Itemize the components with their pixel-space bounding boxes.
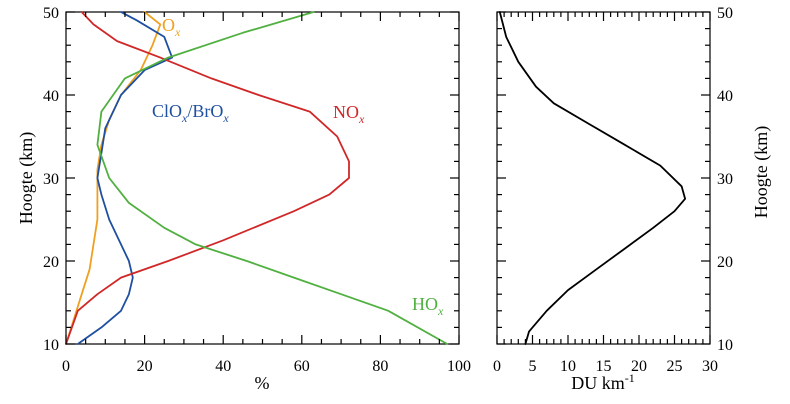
label-ox-sub: x [174, 25, 181, 39]
right-y-axis-title: Hoogte (km) [751, 126, 772, 218]
label-hox-main: HO [412, 294, 438, 314]
right-y-tick-label: 10 [717, 337, 733, 354]
left-x-tick-label: 60 [294, 358, 310, 375]
right-x-axis-title-sup: -1 [625, 371, 635, 385]
left-ticks: 0 20 40 60 80 100 10 20 30 40 50 [43, 5, 471, 375]
right-x-tick-label: 10 [560, 358, 576, 375]
label-brox-sub: x [222, 111, 229, 125]
right-x-axis-title: DU km-1 [571, 371, 635, 393]
left-y-tick-label: 20 [43, 254, 59, 271]
right-ticks: 0 5 10 15 20 25 30 10 20 30 40 50 [493, 5, 733, 375]
right-x-tick-label: 0 [493, 358, 501, 375]
left-x-tick-label: 80 [372, 358, 388, 375]
right-x-tick-label: 25 [667, 358, 683, 375]
left-x-tick-label: 0 [62, 358, 70, 375]
left-plot-frame [65, 11, 460, 345]
right-x-tick-label: 20 [631, 358, 647, 375]
left-y-axis-title: Hoogte (km) [16, 132, 37, 224]
left-x-tick-label: 100 [447, 358, 471, 375]
label-nox: NOx [333, 102, 365, 126]
right-x-tick-label: 30 [702, 358, 718, 375]
label-hox: HOx [412, 294, 444, 318]
left-curves [65, 11, 449, 345]
left-x-tick-label: 40 [215, 358, 231, 375]
left-y-tick-label: 30 [43, 171, 59, 188]
label-clox-brox: ClOx/BrOx [152, 101, 229, 125]
label-nox-main: NO [333, 102, 359, 122]
right-panel: 0 5 10 15 20 25 30 10 20 30 40 50 Hoogte (km) DU km… [493, 5, 772, 393]
right-x-tick-label: 5 [529, 358, 537, 375]
right-y-tick-label: 20 [717, 254, 733, 271]
left-series-line-0 [65, 11, 162, 345]
right-plot-frame [496, 11, 711, 345]
left-y-tick-label: 40 [43, 88, 59, 105]
label-hox-sub: x [437, 304, 444, 318]
label-clox-sub: x [181, 111, 188, 125]
left-series-line-2 [65, 11, 350, 345]
right-x-axis-title-main: DU km [571, 373, 625, 393]
left-x-tick-label: 20 [137, 358, 153, 375]
right-series-line-0 [498, 11, 686, 345]
left-y-tick-label: 50 [43, 5, 59, 22]
left-x-axis-title: % [255, 373, 270, 393]
label-brox-main: /BrO [187, 101, 223, 121]
right-x-tick-label: 15 [596, 358, 612, 375]
right-y-tick-label: 40 [717, 88, 733, 105]
label-clox-main: ClO [152, 101, 182, 121]
label-nox-sub: x [358, 112, 365, 126]
left-series-line-3 [96, 11, 449, 345]
right-y-tick-label: 30 [717, 171, 733, 188]
left-series-line-1 [76, 11, 173, 345]
left-y-tick-label: 10 [43, 337, 59, 354]
label-ox: Ox [162, 15, 181, 39]
right-curves [498, 11, 686, 345]
right-y-tick-label: 50 [717, 5, 733, 22]
label-ox-main: O [162, 15, 175, 35]
